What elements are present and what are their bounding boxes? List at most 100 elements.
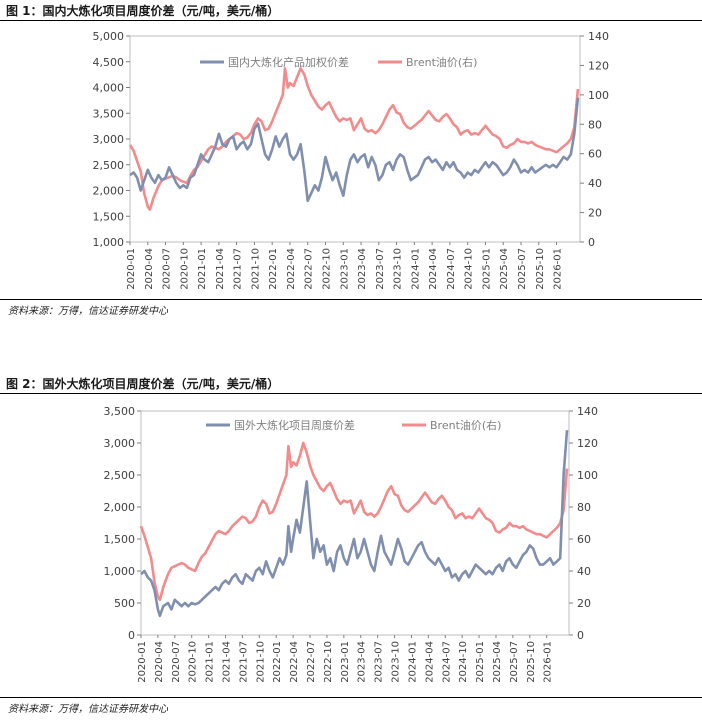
legend-label: Brent油价(右)	[406, 55, 477, 69]
figure-1-title: 图 1：国内大炼化项目周度价差（元/吨，美元/桶）	[6, 4, 280, 18]
legend-label: 国内大炼化产品加权价差	[228, 55, 349, 69]
y-right-tick-label: 20	[588, 207, 602, 220]
x-tick-label: 2020-04	[154, 641, 165, 683]
x-tick-label: 2023-07	[375, 248, 386, 290]
figure-1-top-rule	[0, 20, 702, 21]
x-tick-label: 2024-01	[407, 641, 418, 683]
y-right-tick-label: 120	[588, 59, 609, 72]
x-tick-label: 2020-10	[188, 641, 199, 683]
x-tick-label: 2023-07	[374, 641, 385, 683]
y-left-tick-label: 500	[114, 597, 135, 610]
x-tick-label: 2026-01	[553, 248, 564, 290]
x-tick-label: 2023-10	[393, 248, 404, 290]
figure-1-chart: 1,000 1,500 2,000 2,500 3,000 3,500 4,000 4,500…	[93, 30, 610, 290]
x-tick-label: 2020-04	[144, 248, 155, 290]
x-tick-label: 2021-01	[205, 641, 216, 683]
x-tick-label: 2022-04	[289, 641, 300, 683]
y-left-tick-label: 2,500	[104, 469, 136, 482]
x-tick-label: 2022-07	[304, 248, 315, 290]
y-left-tick-label: 2,500	[93, 159, 125, 172]
spread-series-line	[129, 97, 580, 203]
x-tick-label: 2020-10	[179, 248, 190, 290]
y-left-tick-label: 2,000	[93, 185, 125, 198]
y-left-tick-label: 1,000	[93, 236, 125, 249]
y-right-tick-label: 20	[577, 597, 591, 610]
y-left-tick-label: 0	[128, 629, 135, 642]
x-tick-label: 2021-10	[250, 248, 261, 290]
x-tick-label: 2025-04	[492, 641, 503, 683]
x-tick-label: 2022-01	[272, 641, 283, 683]
x-tick-label: 2022-01	[268, 248, 279, 290]
x-tick-label: 2025-01	[481, 248, 492, 290]
x-tick-label: 2020-07	[162, 248, 173, 290]
y-left-tick-label: 5,000	[93, 30, 125, 43]
x-tick-label: 2024-07	[446, 248, 457, 290]
x-tick-label: 2021-07	[233, 248, 244, 290]
x-tick-label: 2023-01	[339, 248, 350, 290]
y-right-tick-label: 100	[577, 469, 598, 482]
x-tick-label: 2024-04	[424, 641, 435, 683]
x-tick-label: 2023-01	[340, 641, 351, 683]
brent-series-line	[139, 441, 569, 602]
figure-2-chart: 0 500 1,000 1,500 2,000 2,500 3,000 3,500 0 20 40 6…	[104, 405, 599, 683]
x-tick-label: 2025-04	[499, 248, 510, 290]
y-left-tick-label: 4,500	[93, 56, 125, 69]
y-right-tick-label: 80	[577, 501, 591, 514]
y-left-tick-label: 1,500	[104, 533, 136, 546]
figure-2-bottom-rule	[0, 697, 702, 698]
plot-area	[129, 35, 581, 243]
x-tick-label: 2025-10	[535, 248, 546, 290]
y-right-tick-label: 100	[588, 89, 609, 102]
figure-1-bottom-rule	[0, 299, 702, 300]
x-tick-label: 2025-07	[517, 248, 528, 290]
y-left-tick-label: 4,000	[93, 82, 125, 95]
spread-series-line	[140, 430, 569, 618]
x-tick-label: 2024-04	[428, 248, 439, 290]
x-tick-label: 2024-01	[410, 248, 421, 290]
x-tick-label: 2026-01	[543, 641, 554, 683]
y-right-tick-label: 140	[577, 405, 598, 418]
legend-label: 国外大炼化项目周度价差	[234, 418, 355, 432]
y-right-tick-label: 40	[577, 565, 591, 578]
x-tick-label: 2020-07	[171, 641, 182, 683]
x-tick-label: 2023-04	[357, 641, 368, 683]
x-tick-label: 2024-10	[458, 641, 469, 683]
x-tick-label: 2021-04	[222, 641, 233, 683]
plot-area	[140, 410, 570, 636]
y-right-tick-label: 120	[577, 437, 598, 450]
y-right-tick-label: 0	[588, 236, 595, 249]
y-left-tick-label: 3,000	[104, 437, 136, 450]
x-tick-label: 2025-07	[509, 641, 520, 683]
y-left-tick-label: 1,500	[93, 210, 125, 223]
y-right-tick-label: 40	[588, 177, 602, 190]
x-tick-label: 2022-10	[323, 641, 334, 683]
y-left-tick-label: 3,000	[93, 133, 125, 146]
x-tick-label: 2025-01	[475, 641, 486, 683]
x-tick-label: 2021-10	[255, 641, 266, 683]
y-right-tick-label: 0	[577, 629, 584, 642]
x-tick-label: 2021-07	[238, 641, 249, 683]
y-right-tick-label: 140	[588, 30, 609, 43]
figure-2-title: 图 2：国外大炼化项目周度价差（元/吨，美元/桶）	[6, 377, 280, 391]
y-left-tick-label: 2,000	[104, 501, 136, 514]
figure-1-source: 资料来源：万得，信达证券研发中心	[8, 306, 168, 317]
y-left-tick-label: 3,500	[104, 405, 136, 418]
legend-label: Brent油价(右)	[430, 418, 501, 432]
y-right-tick-label: 60	[577, 533, 591, 546]
y-left-tick-label: 1,000	[104, 565, 136, 578]
x-tick-label: 2022-10	[321, 248, 332, 290]
x-tick-label: 2024-07	[441, 641, 452, 683]
x-tick-label: 2024-10	[464, 248, 475, 290]
figure-2-source: 资料来源：万得，信达证券研发中心	[8, 704, 168, 715]
y-right-tick-label: 60	[588, 148, 602, 161]
x-tick-label: 2020-01	[137, 641, 148, 683]
figure-2-top-rule	[0, 393, 702, 394]
y-right-tick-label: 80	[588, 118, 602, 131]
x-tick-label: 2022-07	[306, 641, 317, 683]
x-tick-label: 2023-10	[391, 641, 402, 683]
x-tick-label: 2020-01	[126, 248, 137, 290]
x-tick-label: 2025-10	[526, 641, 537, 683]
y-left-tick-label: 3,500	[93, 107, 125, 120]
x-tick-label: 2021-04	[215, 248, 226, 290]
x-tick-label: 2021-01	[197, 248, 208, 290]
